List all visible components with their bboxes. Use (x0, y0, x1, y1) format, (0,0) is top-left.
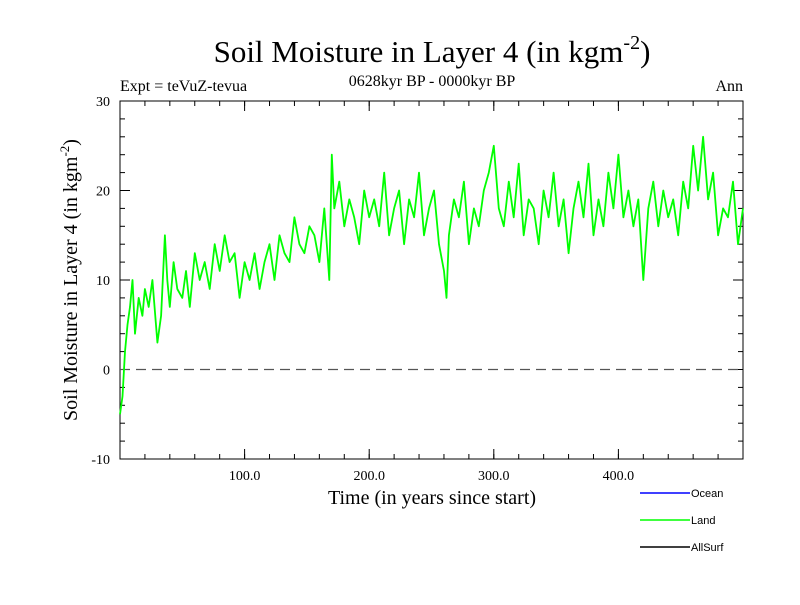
minor-ticks (120, 100, 743, 460)
subtitle-center: 0628kyr BP - 0000kyr BP (349, 73, 516, 90)
subtitle-left: Expt = teVuZ-tevua (120, 78, 247, 95)
legend: Ocean Land AllSurf (640, 488, 724, 554)
legend-label-ocean: Ocean (691, 488, 723, 500)
y-axis-label-suffix: ) (60, 139, 82, 146)
series-group (119, 135, 744, 415)
y-axis-ticks: -10 0 10 20 30 (91, 95, 743, 468)
x-tick-label: 400.0 (603, 469, 635, 484)
x-tick-label: 300.0 (478, 469, 510, 484)
legend-label-allsurf: AllSurf (691, 542, 724, 554)
series-line-land (119, 135, 744, 415)
y-axis-label: Soil Moisture in Layer 4 (in kgm-2) (57, 139, 82, 421)
plot-frame (119, 100, 744, 460)
x-tick-label: 100.0 (229, 469, 261, 484)
x-axis-ticks: 100.0 200.0 300.0 400.0 (229, 101, 634, 484)
y-tick-label: 20 (96, 185, 110, 200)
chart-title-superscript: -2 (623, 32, 640, 54)
y-tick-label: 10 (96, 274, 110, 289)
subtitle-right: Ann (715, 78, 743, 95)
x-tick-label: 200.0 (353, 469, 385, 484)
y-tick-label: -10 (91, 453, 110, 468)
legend-label-land: Land (691, 515, 715, 527)
y-tick-label: 30 (96, 95, 110, 110)
chart-title: Soil Moisture in Layer 4 (in kgm-2) (214, 32, 651, 69)
y-axis-label-superscript: -2 (57, 146, 72, 157)
chart-title-suffix: ) (640, 34, 650, 69)
x-axis-label: Time (in years since start) (328, 487, 536, 509)
y-tick-label: 0 (103, 364, 110, 379)
